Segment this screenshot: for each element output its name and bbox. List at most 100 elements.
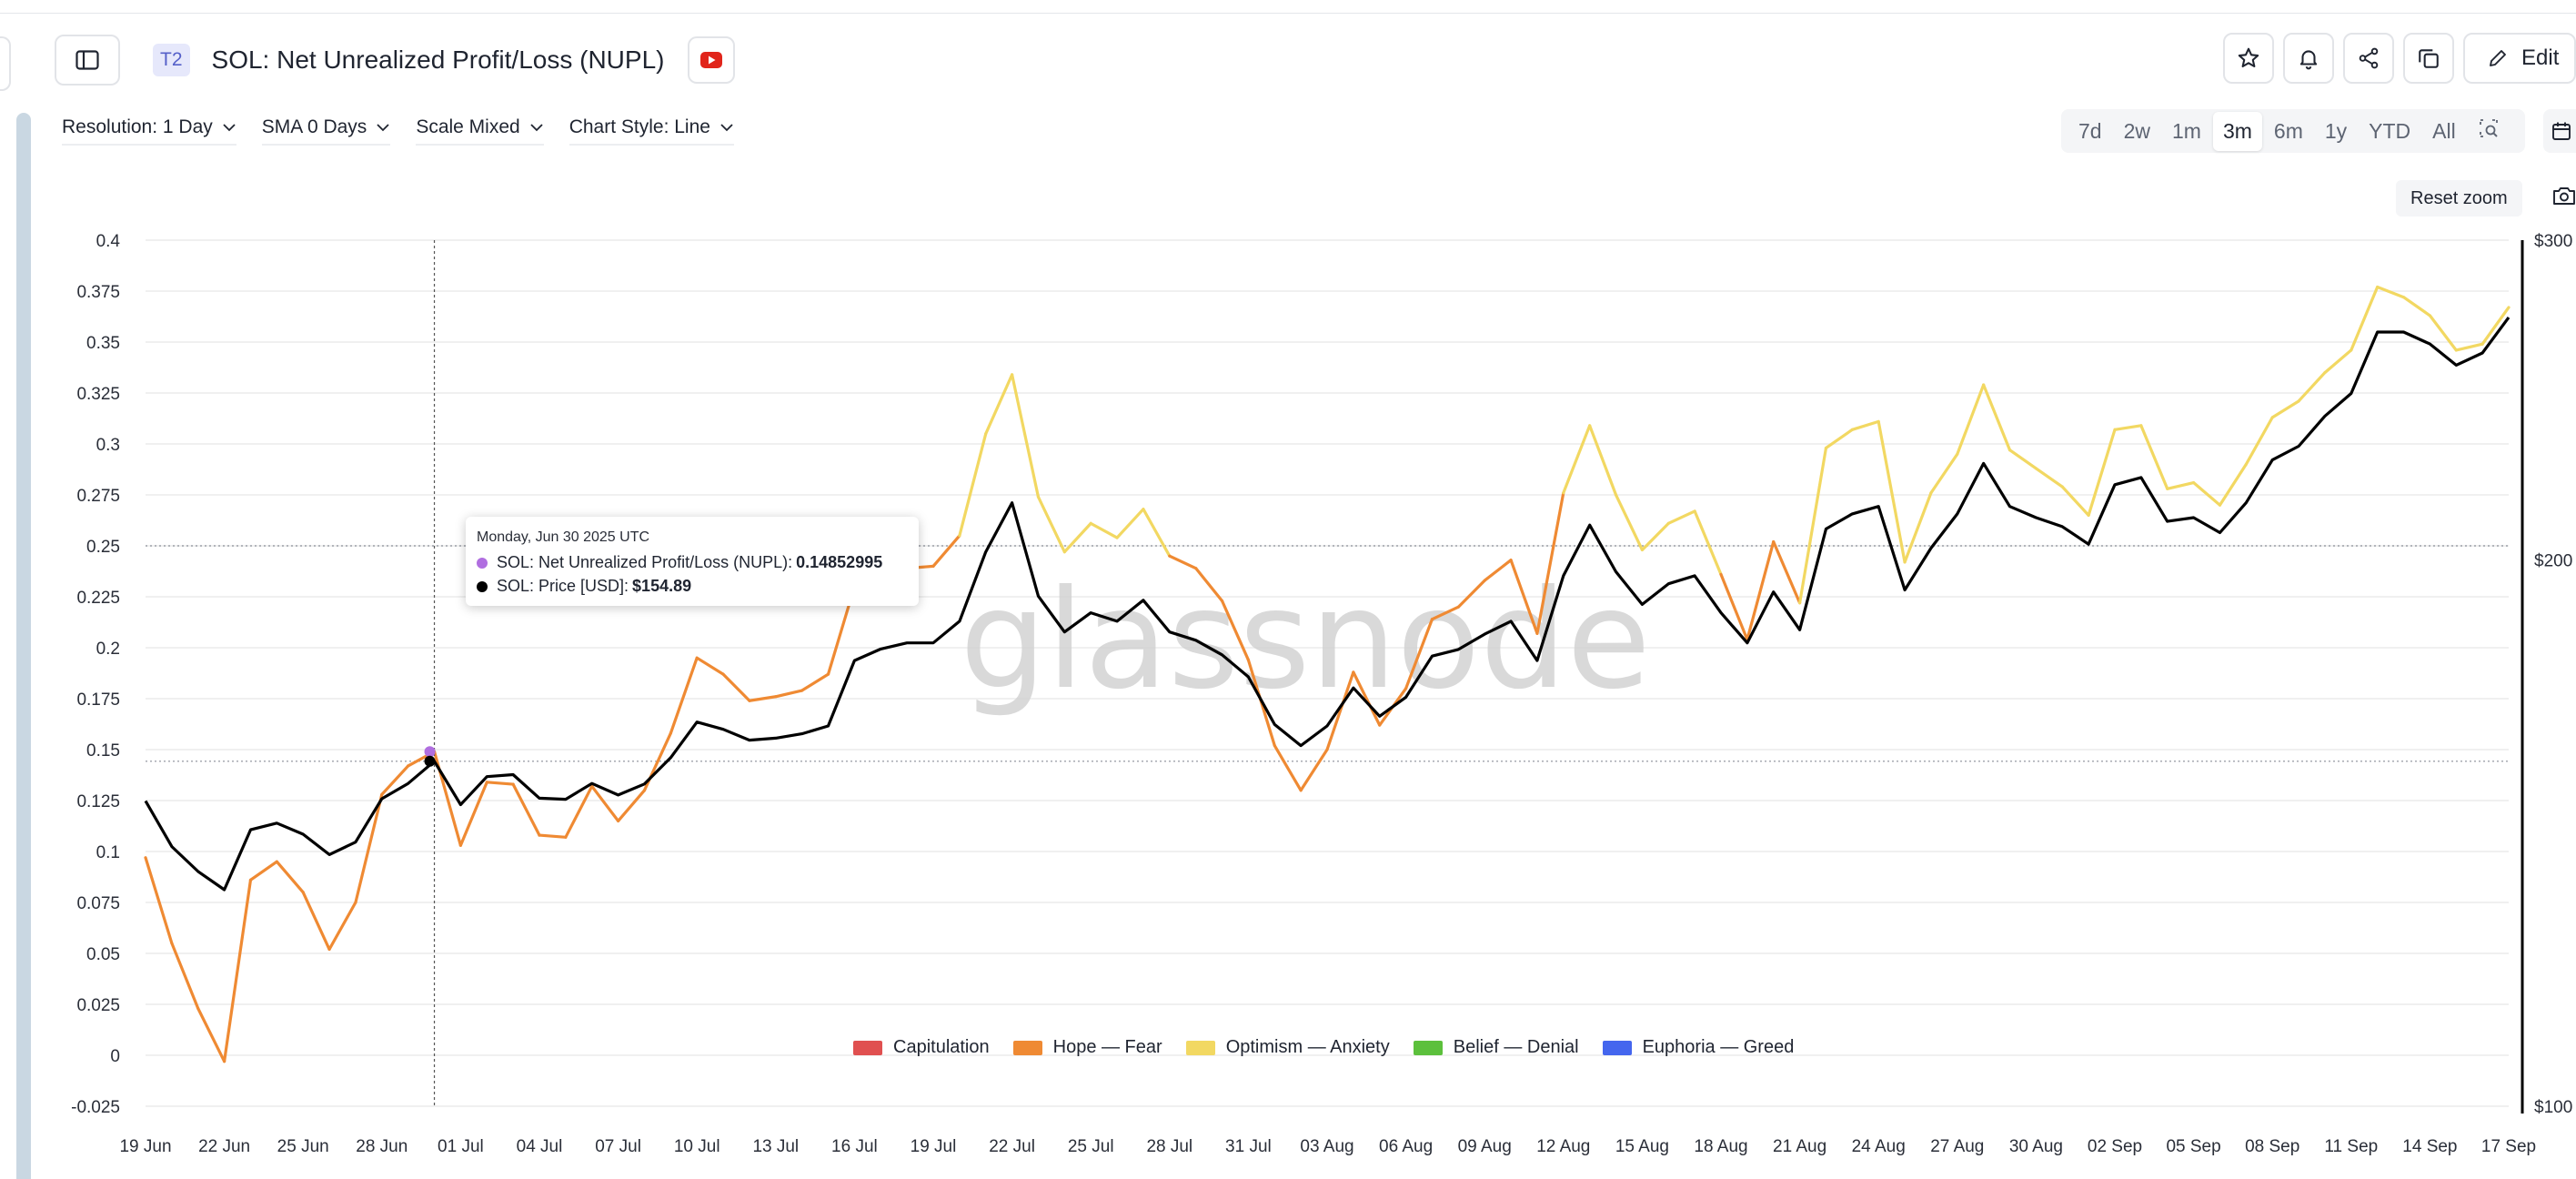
nupl-line-segment (1903, 491, 1933, 564)
y-tick-label: 0.3 (96, 436, 120, 455)
nupl-line-segment (1220, 599, 1251, 662)
reset-zoom-button[interactable]: Reset zoom (2396, 180, 2522, 217)
x-tick-label: 25 Jun (277, 1137, 329, 1156)
nupl-line-segment (2192, 480, 2222, 507)
nupl-line-segment (2113, 424, 2143, 431)
y-tick-label: 0 (110, 1047, 120, 1066)
y-tick-label: 0.075 (76, 894, 120, 913)
nupl-line-segment (144, 856, 174, 945)
nupl-line-segment (1850, 419, 1880, 431)
zoom-select-button[interactable] (2468, 110, 2510, 152)
nupl-line-segment (1614, 493, 1645, 552)
video-button[interactable] (688, 36, 736, 84)
legend-item-capitulation[interactable]: Capitulation (853, 1037, 990, 1058)
youtube-icon (700, 52, 723, 68)
nupl-line-segment (1877, 419, 1907, 564)
edit-button[interactable]: Edit (2463, 33, 2576, 84)
nupl-line-segment (1036, 495, 1066, 554)
x-tick-label: 03 Aug (1300, 1137, 1353, 1156)
zoom-select-icon (2479, 119, 2498, 137)
y-tick-label: 0.125 (76, 792, 120, 811)
y-tick-label: 0.225 (76, 589, 120, 608)
x-tick-label: 08 Sep (2245, 1137, 2299, 1156)
nupl-line-segment (1089, 521, 1119, 539)
nupl-line-segment (1456, 579, 1486, 609)
chart-style-dropdown[interactable]: Chart Style: Line (569, 116, 734, 146)
y-tick-label: 0.15 (86, 741, 120, 761)
x-tick-label: 14 Sep (2402, 1137, 2457, 1156)
sma-dropdown[interactable]: SMA 0 Days (261, 116, 391, 146)
nupl-line-segment (1509, 559, 1539, 635)
alert-button[interactable] (2283, 33, 2334, 84)
legend-item-belief-denial[interactable]: Belief — Denial (1413, 1037, 1579, 1058)
x-tick-label: 31 Jul (1225, 1137, 1272, 1156)
nupl-line-segment (1956, 383, 1986, 456)
nupl-line-segment (2087, 428, 2117, 518)
legend-label: Capitulation (893, 1037, 990, 1057)
y-tick-label: 0.1 (96, 843, 120, 862)
x-tick-label: 19 Jun (119, 1137, 171, 1156)
nupl-line-segment (1797, 446, 1828, 605)
nupl-line-segment (1299, 748, 1329, 792)
duplicate-button[interactable] (2403, 33, 2454, 84)
legend-item-euphoria-greed[interactable]: Euphoria — Greed (1602, 1037, 1794, 1058)
range-7d[interactable]: 7d (2078, 118, 2102, 143)
top-divider (0, 13, 2576, 14)
range-all[interactable]: All (2432, 118, 2456, 143)
nupl-line-segment (1772, 539, 1802, 605)
scale-dropdown[interactable]: Scale Mixed (416, 116, 544, 146)
tooltip-date: Monday, Jun 30 2025 UTC (477, 529, 650, 545)
y-tick-label: 0.4 (96, 232, 121, 251)
favorite-button[interactable] (2223, 33, 2274, 84)
watermark: glassnode (960, 561, 1650, 720)
bell-icon (2299, 50, 2318, 70)
nupl-line-segment (2428, 314, 2458, 352)
left-scrollbar[interactable] (16, 113, 31, 1179)
nupl-line-segment (223, 878, 253, 1063)
tooltip-label-nupl: SOL: Net Unrealized Profit/Loss (NUPL): (497, 553, 793, 571)
x-tick-label: 24 Aug (1852, 1137, 1906, 1156)
range-1y[interactable]: 1y (2324, 118, 2348, 143)
x-tick-label: 21 Aug (1773, 1137, 1826, 1156)
range-ytd[interactable]: YTD (2369, 118, 2411, 143)
nupl-line-segment (1666, 509, 1696, 525)
hover-marker-nupl (424, 746, 436, 758)
chart-options: Resolution: 1 Day SMA 0 Days Scale Mixed… (62, 116, 734, 146)
range-3m[interactable]: 3m (2212, 111, 2262, 151)
nupl-line-segment (1325, 670, 1355, 751)
legend-item-hope-fear[interactable]: Hope — Fear (1012, 1037, 1162, 1058)
nupl-line-segment (1719, 572, 1749, 641)
calendar-icon (2552, 122, 2571, 140)
x-tick-label: 16 Jul (831, 1137, 878, 1156)
tooltip-row-price: SOL: Price [USD]: $154.89 (477, 577, 908, 596)
range-2w[interactable]: 2w (2123, 118, 2150, 143)
export-image-button[interactable] (2552, 186, 2576, 210)
nupl-line-segment (170, 942, 200, 1011)
legend-swatch (1602, 1040, 1632, 1055)
legend-item-optimism-anxiety[interactable]: Optimism — Anxiety (1185, 1037, 1390, 1058)
x-tick-label: 06 Aug (1379, 1137, 1433, 1156)
x-tick-label: 18 Aug (1694, 1137, 1747, 1156)
nupl-line-segment (1562, 424, 1592, 495)
nupl-line-segment (2218, 462, 2248, 507)
nupl-line-segment (2350, 285, 2380, 352)
nupl-line-segment (2139, 424, 2169, 490)
resolution-dropdown[interactable]: Resolution: 1 Day (62, 116, 236, 146)
nupl-line-segment (1404, 618, 1434, 690)
x-tick-label: 22 Jul (989, 1137, 1035, 1156)
nupl-line-segment (774, 689, 804, 699)
share-button[interactable] (2343, 33, 2394, 84)
left-panel-edge[interactable] (0, 36, 11, 91)
legend-label: Belief — Denial (1453, 1037, 1579, 1057)
toggle-sidebar-button[interactable] (55, 35, 120, 86)
nupl-line-segment (327, 901, 357, 952)
range-1m[interactable]: 1m (2172, 118, 2201, 143)
x-tick-label: 22 Jun (198, 1137, 250, 1156)
x-tick-label: 13 Jul (752, 1137, 799, 1156)
date-picker-button[interactable] (2543, 109, 2576, 153)
range-6m[interactable]: 6m (2273, 118, 2303, 143)
nupl-line-segment (1352, 670, 1382, 727)
edit-label: Edit (2521, 45, 2560, 70)
x-tick-label: 11 Sep (2324, 1137, 2378, 1156)
